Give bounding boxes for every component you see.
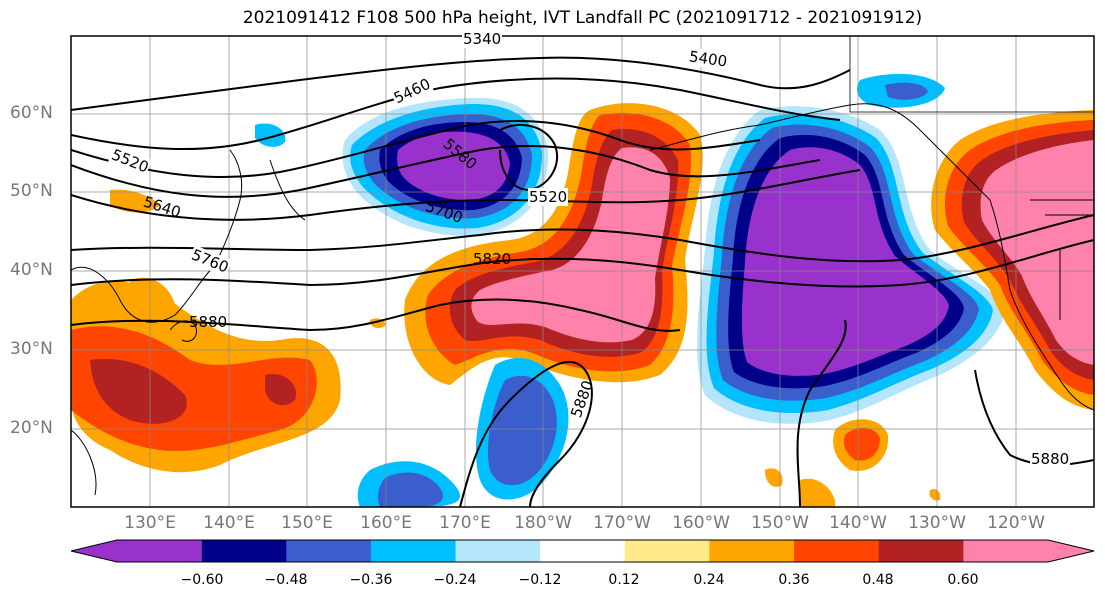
colorbar-tick-label: −0.48	[264, 572, 308, 588]
lon-label: 140°E	[203, 513, 255, 533]
lat-label: 30°N	[10, 339, 53, 359]
map-title: 2021091412 F108 500 hPa height, IVT Land…	[242, 8, 923, 28]
colorbar-tick-label: 0.48	[862, 572, 894, 588]
colorbar-tick-label: 0.24	[693, 572, 725, 588]
colorbar-tick-label: 0.60	[947, 572, 979, 588]
lat-label: 20°N	[10, 418, 53, 438]
contour-label: 5520	[528, 188, 569, 206]
lon-label: 180°W	[514, 513, 572, 533]
colorbar-tick-label: −0.12	[518, 572, 562, 588]
coastlines	[71, 36, 1094, 496]
lon-label: 150°E	[281, 513, 333, 533]
colorbar-tick-label: −0.36	[349, 572, 393, 588]
lon-label: 150°W	[751, 513, 809, 533]
lon-label: 170°E	[439, 513, 491, 533]
lat-label: 40°N	[10, 260, 53, 280]
lat-label: 60°N	[10, 103, 53, 123]
contour-label: 5340	[462, 30, 503, 48]
contour-label: 5880	[189, 313, 228, 331]
colorbar-tick-label: 0.36	[778, 572, 810, 588]
height-contours	[71, 56, 1094, 507]
contour-label: 5880	[1030, 450, 1071, 468]
graticule	[71, 36, 1094, 507]
lon-label: 160°W	[672, 513, 730, 533]
lon-label: 140°W	[829, 513, 887, 533]
colorbar-tick-label: 0.12	[608, 572, 640, 588]
lat-label: 50°N	[10, 181, 53, 201]
colorbar-tick-label: −0.24	[433, 572, 477, 588]
lon-label: 160°E	[360, 513, 412, 533]
contour-label: 5820	[473, 250, 512, 268]
map-frame	[70, 35, 1095, 508]
lon-label: 120°W	[987, 513, 1045, 533]
lon-label: 130°E	[124, 513, 176, 533]
colorbar-tick-label: −0.60	[180, 572, 224, 588]
lon-label: 170°W	[593, 513, 651, 533]
lon-label: 130°W	[908, 513, 966, 533]
